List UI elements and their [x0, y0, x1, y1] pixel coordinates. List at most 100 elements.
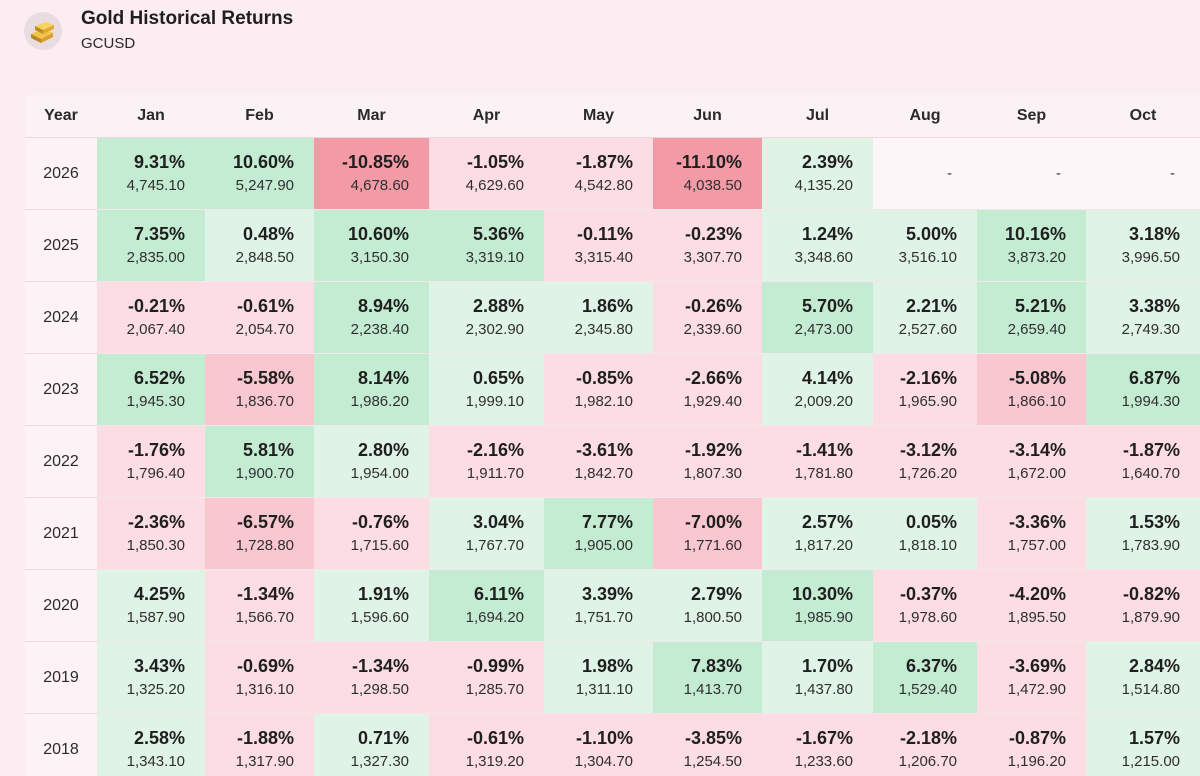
month-return-cell[interactable]: -0.61% 2,054.70 — [205, 282, 314, 354]
month-return-cell[interactable]: 1.91% 1,596.60 — [314, 570, 429, 642]
empty-month-cell[interactable]: - — [977, 138, 1086, 210]
month-return-cell[interactable]: 5.00% 3,516.10 — [873, 210, 977, 282]
month-return-cell[interactable]: 5.21% 2,659.40 — [977, 282, 1086, 354]
month-return-cell[interactable]: 8.94% 2,238.40 — [314, 282, 429, 354]
column-header-mar[interactable]: Mar — [357, 107, 386, 124]
month-return-cell[interactable]: 1.86% 2,345.80 — [544, 282, 653, 354]
month-return-cell[interactable]: -3.12% 1,726.20 — [873, 426, 977, 498]
month-return-cell[interactable]: 7.35% 2,835.00 — [97, 210, 205, 282]
column-header-feb[interactable]: Feb — [245, 107, 274, 124]
month-return-cell[interactable]: 3.18% 3,996.50 — [1086, 210, 1200, 282]
month-return-cell[interactable]: 2.84% 1,514.80 — [1086, 642, 1200, 714]
month-return-cell[interactable]: 10.16% 3,873.20 — [977, 210, 1086, 282]
month-return-cell[interactable]: -1.34% 1,298.50 — [314, 642, 429, 714]
month-return-cell[interactable]: -11.10% 4,038.50 — [653, 138, 762, 210]
column-header-year[interactable]: Year — [44, 107, 78, 124]
month-return-cell[interactable]: 0.71% 1,327.30 — [314, 714, 429, 776]
month-return-cell[interactable]: -3.69% 1,472.90 — [977, 642, 1086, 714]
month-return-cell[interactable]: 7.77% 1,905.00 — [544, 498, 653, 570]
month-return-cell[interactable]: 5.36% 3,319.10 — [429, 210, 544, 282]
month-return-cell[interactable]: -2.16% 1,965.90 — [873, 354, 977, 426]
month-return-cell[interactable]: 0.65% 1,999.10 — [429, 354, 544, 426]
month-return-cell[interactable]: -0.61% 1,319.20 — [429, 714, 544, 776]
month-return-cell[interactable]: 1.98% 1,311.10 — [544, 642, 653, 714]
month-return-cell[interactable]: -2.16% 1,911.70 — [429, 426, 544, 498]
month-return-cell[interactable]: 1.70% 1,437.80 — [762, 642, 873, 714]
month-return-cell[interactable]: 3.04% 1,767.70 — [429, 498, 544, 570]
month-return-cell[interactable]: -0.11% 3,315.40 — [544, 210, 653, 282]
month-return-cell[interactable]: 2.80% 1,954.00 — [314, 426, 429, 498]
column-header-jan[interactable]: Jan — [137, 107, 165, 124]
month-return-cell[interactable]: -5.08% 1,866.10 — [977, 354, 1086, 426]
month-return-cell[interactable]: -0.21% 2,067.40 — [97, 282, 205, 354]
month-return-cell[interactable]: 0.05% 1,818.10 — [873, 498, 977, 570]
month-return-cell[interactable]: 0.48% 2,848.50 — [205, 210, 314, 282]
month-return-cell[interactable]: 10.30% 1,985.90 — [762, 570, 873, 642]
month-return-cell[interactable]: 3.43% 1,325.20 — [97, 642, 205, 714]
month-return-cell[interactable]: -2.18% 1,206.70 — [873, 714, 977, 776]
month-return-cell[interactable]: -0.85% 1,982.10 — [544, 354, 653, 426]
month-return-cell[interactable]: 6.37% 1,529.40 — [873, 642, 977, 714]
month-return-cell[interactable]: 2.79% 1,800.50 — [653, 570, 762, 642]
empty-month-cell[interactable]: - — [873, 138, 977, 210]
month-return-cell[interactable]: -7.00% 1,771.60 — [653, 498, 762, 570]
column-header-oct[interactable]: Oct — [1129, 107, 1157, 124]
month-return-cell[interactable]: -3.61% 1,842.70 — [544, 426, 653, 498]
month-return-cell[interactable]: -1.87% 1,640.70 — [1086, 426, 1200, 498]
column-header-sep[interactable]: Sep — [1016, 107, 1047, 124]
month-return-cell[interactable]: -1.92% 1,807.30 — [653, 426, 762, 498]
month-return-cell[interactable]: -0.23% 3,307.70 — [653, 210, 762, 282]
month-return-cell[interactable]: -1.41% 1,781.80 — [762, 426, 873, 498]
month-return-cell[interactable]: 5.81% 1,900.70 — [205, 426, 314, 498]
month-return-cell[interactable]: 7.83% 1,413.70 — [653, 642, 762, 714]
month-return-cell[interactable]: -0.26% 2,339.60 — [653, 282, 762, 354]
month-return-cell[interactable]: -1.05% 4,629.60 — [429, 138, 544, 210]
month-return-cell[interactable]: 2.88% 2,302.90 — [429, 282, 544, 354]
month-return-cell[interactable]: -6.57% 1,728.80 — [205, 498, 314, 570]
column-header-may[interactable]: May — [582, 107, 615, 124]
empty-month-cell[interactable]: - — [1086, 138, 1200, 210]
month-return-cell[interactable]: 1.24% 3,348.60 — [762, 210, 873, 282]
month-return-cell[interactable]: 4.14% 2,009.20 — [762, 354, 873, 426]
month-return-cell[interactable]: 2.39% 4,135.20 — [762, 138, 873, 210]
month-return-cell[interactable]: 6.87% 1,994.30 — [1086, 354, 1200, 426]
column-header-apr[interactable]: Apr — [472, 107, 501, 124]
month-return-cell[interactable]: 2.21% 2,527.60 — [873, 282, 977, 354]
month-return-cell[interactable]: 6.52% 1,945.30 — [97, 354, 205, 426]
month-return-cell[interactable]: 10.60% 5,247.90 — [205, 138, 314, 210]
month-return-cell[interactable]: -1.87% 4,542.80 — [544, 138, 653, 210]
month-return-cell[interactable]: -2.66% 1,929.40 — [653, 354, 762, 426]
month-return-cell[interactable]: -5.58% 1,836.70 — [205, 354, 314, 426]
month-return-cell[interactable]: -0.87% 1,196.20 — [977, 714, 1086, 776]
month-return-cell[interactable]: -3.14% 1,672.00 — [977, 426, 1086, 498]
column-header-aug[interactable]: Aug — [909, 107, 941, 124]
month-return-cell[interactable]: 1.57% 1,215.00 — [1086, 714, 1200, 776]
month-return-cell[interactable]: -0.69% 1,316.10 — [205, 642, 314, 714]
month-return-cell[interactable]: -2.36% 1,850.30 — [97, 498, 205, 570]
month-return-cell[interactable]: -10.85% 4,678.60 — [314, 138, 429, 210]
column-header-jul[interactable]: Jul — [805, 107, 830, 124]
month-return-cell[interactable]: -1.67% 1,233.60 — [762, 714, 873, 776]
month-return-cell[interactable]: -3.36% 1,757.00 — [977, 498, 1086, 570]
month-return-cell[interactable]: -0.76% 1,715.60 — [314, 498, 429, 570]
month-return-cell[interactable]: -1.76% 1,796.40 — [97, 426, 205, 498]
month-return-cell[interactable]: -0.37% 1,978.60 — [873, 570, 977, 642]
month-return-cell[interactable]: 2.58% 1,343.10 — [97, 714, 205, 776]
month-return-cell[interactable]: 5.70% 2,473.00 — [762, 282, 873, 354]
month-return-cell[interactable]: 3.38% 2,749.30 — [1086, 282, 1200, 354]
month-return-cell[interactable]: 4.25% 1,587.90 — [97, 570, 205, 642]
month-return-cell[interactable]: -1.88% 1,317.90 — [205, 714, 314, 776]
column-header-jun[interactable]: Jun — [693, 107, 722, 124]
month-return-cell[interactable]: -1.10% 1,304.70 — [544, 714, 653, 776]
month-return-cell[interactable]: 2.57% 1,817.20 — [762, 498, 873, 570]
month-return-cell[interactable]: -0.82% 1,879.90 — [1086, 570, 1200, 642]
month-return-cell[interactable]: 9.31% 4,745.10 — [97, 138, 205, 210]
month-return-cell[interactable]: 1.53% 1,783.90 — [1086, 498, 1200, 570]
month-return-cell[interactable]: 6.11% 1,694.20 — [429, 570, 544, 642]
month-return-cell[interactable]: -3.85% 1,254.50 — [653, 714, 762, 776]
month-return-cell[interactable]: 10.60% 3,150.30 — [314, 210, 429, 282]
month-return-cell[interactable]: 8.14% 1,986.20 — [314, 354, 429, 426]
month-return-cell[interactable]: -0.99% 1,285.70 — [429, 642, 544, 714]
month-return-cell[interactable]: 3.39% 1,751.70 — [544, 570, 653, 642]
month-return-cell[interactable]: -4.20% 1,895.50 — [977, 570, 1086, 642]
